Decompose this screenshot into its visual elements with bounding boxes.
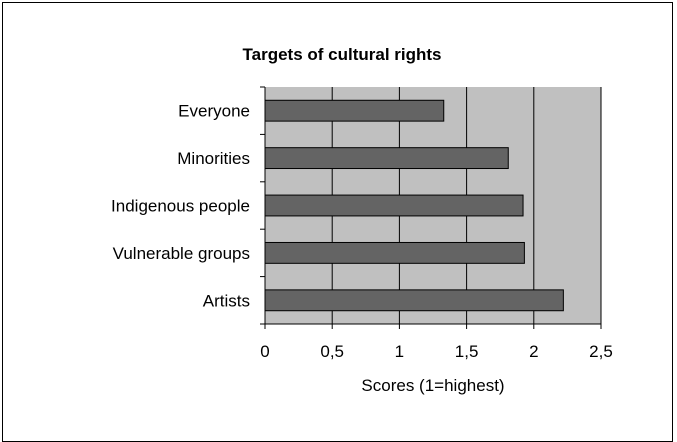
x-tick-label: 1 bbox=[395, 342, 404, 361]
category-label: Indigenous people bbox=[111, 197, 250, 216]
category-label: Artists bbox=[203, 291, 250, 310]
bar-artists bbox=[264, 289, 564, 312]
chart-title: Targets of cultural rights bbox=[243, 45, 442, 64]
bar-indigenous-people bbox=[264, 194, 524, 217]
bar-minorities bbox=[264, 147, 509, 170]
axes bbox=[260, 86, 602, 329]
bar-vulnerable-groups bbox=[264, 241, 525, 264]
x-tick-labels: 0 0,5 1 1,5 2 2,5 bbox=[260, 342, 613, 361]
x-tick-label: 2,5 bbox=[589, 342, 613, 361]
category-label: Minorities bbox=[177, 149, 250, 168]
x-tick-label: 0 bbox=[260, 342, 269, 361]
category-labels: Everyone Minorities Indigenous people Vulne… bbox=[111, 102, 250, 311]
bar-chart: Targets of cultural rights Everyone Minor… bbox=[111, 45, 613, 395]
bars bbox=[264, 99, 564, 312]
bar-everyone bbox=[264, 99, 445, 122]
x-tick-label: 0,5 bbox=[320, 342, 344, 361]
category-label: Vulnerable groups bbox=[113, 244, 250, 263]
category-label: Everyone bbox=[178, 102, 250, 121]
x-axis-title: Scores (1=highest) bbox=[361, 376, 504, 395]
x-tick-label: 2 bbox=[529, 342, 538, 361]
x-tick-label: 1,5 bbox=[455, 342, 479, 361]
